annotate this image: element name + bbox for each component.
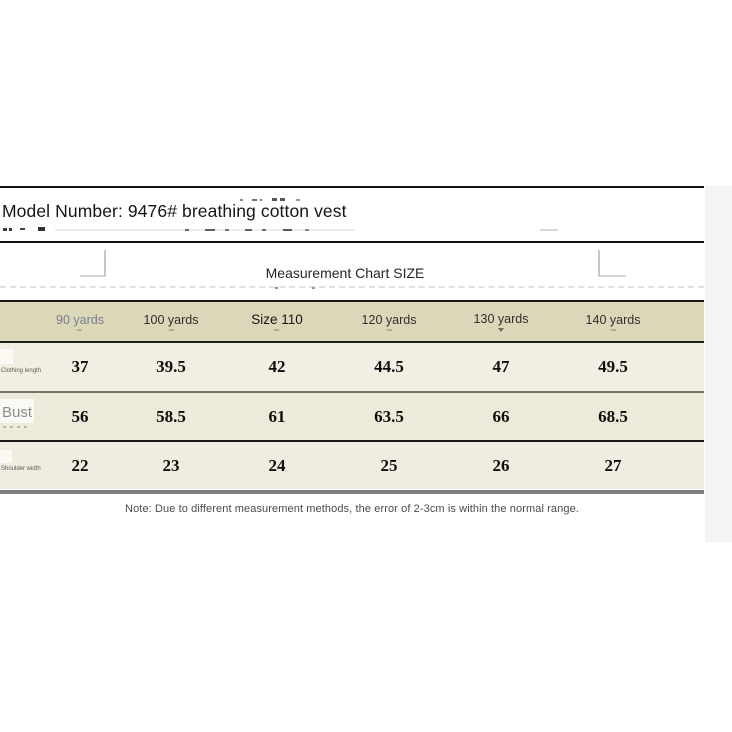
text-artifact xyxy=(252,199,257,201)
text-artifact xyxy=(9,228,12,231)
value-cell: 27 xyxy=(604,455,622,475)
text-artifact xyxy=(540,229,558,231)
product-title: Model Number: 9476# breathing cotton ves… xyxy=(2,201,347,221)
value-cell: 66 xyxy=(492,406,510,426)
size-chart-title: Measurement Chart SIZE xyxy=(265,265,425,281)
text-artifact xyxy=(10,426,13,428)
size-table-header-row: 90 yards 100 yards Size 110 120 yards 13… xyxy=(0,302,704,341)
table-row-shoulder-width: Shoulder width 22 23 24 25 26 27 xyxy=(0,440,704,489)
text-artifact xyxy=(17,426,20,428)
text-artifact xyxy=(312,287,315,289)
table-top-rule xyxy=(0,300,704,302)
text-artifact xyxy=(3,426,6,428)
faint-cropped-text-rule xyxy=(0,286,704,288)
text-artifact xyxy=(20,228,25,230)
value-cell: 24 xyxy=(268,455,286,475)
top-divider xyxy=(0,186,704,188)
column-header-90-yards: 90 yards xyxy=(30,302,130,341)
label-patch xyxy=(0,349,13,364)
row-label-cell: Shoulder width xyxy=(0,442,41,489)
product-title-block: Model Number: 9476# breathing cotton ves… xyxy=(0,188,704,241)
page-side-gutter xyxy=(705,186,732,542)
text-artifact xyxy=(296,199,300,201)
text-artifact xyxy=(38,227,45,231)
crop-corner-left-icon xyxy=(80,250,106,277)
text-artifact xyxy=(280,198,285,201)
text-artifact xyxy=(260,199,262,201)
value-cell: 26 xyxy=(492,455,510,475)
table-bottom-rule xyxy=(0,490,704,494)
row-label-cell: Bust xyxy=(0,393,34,440)
value-cell: 39.5 xyxy=(156,357,186,376)
table-row-bust: Bust 56 58.5 61 63.5 66 68.5 xyxy=(0,391,704,440)
header-spacer xyxy=(0,302,30,341)
text-artifact xyxy=(245,229,252,231)
value-cell: 68.5 xyxy=(598,406,628,426)
crop-corner-right-icon xyxy=(598,250,626,277)
value-cell: 23 xyxy=(162,455,180,475)
size-chart-header: Measurement Chart SIZE xyxy=(0,243,704,300)
text-artifact xyxy=(272,198,277,201)
column-header-140-yards: 140 yards xyxy=(566,302,660,341)
text-artifact xyxy=(185,229,189,231)
label-patch xyxy=(0,450,12,463)
value-cell: 44.5 xyxy=(374,357,404,376)
text-artifact xyxy=(262,229,266,231)
size-table: 90 yards 100 yards Size 110 120 yards 13… xyxy=(0,302,704,489)
value-cell: 47 xyxy=(492,357,510,376)
value-cell: 58.5 xyxy=(156,406,186,426)
value-cell: 37 xyxy=(71,357,89,376)
column-header-100-yards: 100 yards xyxy=(130,302,212,341)
column-header-120-yards: 120 yards xyxy=(342,302,436,341)
table-row-clothing-length: Clothing length 37 39.5 42 44.5 47 49.5 xyxy=(0,341,704,391)
text-artifact xyxy=(205,229,215,231)
column-header-size-110: Size 110 xyxy=(212,302,342,341)
row-label-cell: Clothing length xyxy=(0,343,41,391)
title-divider xyxy=(0,241,704,243)
value-cell: 49.5 xyxy=(598,357,628,376)
value-cell: 63.5 xyxy=(374,406,404,426)
measurement-note: Note: Due to different measurement metho… xyxy=(125,503,579,515)
value-cell: 22 xyxy=(71,455,89,475)
value-cell: 56 xyxy=(71,406,89,426)
column-header-130-yards: 130 yards xyxy=(436,302,566,341)
value-cell: 61 xyxy=(268,406,286,426)
text-artifact xyxy=(24,426,27,428)
value-cell: 25 xyxy=(380,455,398,475)
row-label: Clothing length xyxy=(1,368,42,374)
label-patch xyxy=(0,399,34,423)
value-cell: 42 xyxy=(268,357,286,376)
row-label: Bust xyxy=(2,404,33,421)
text-artifact xyxy=(283,229,292,231)
text-artifact xyxy=(275,287,278,289)
text-artifact xyxy=(305,229,309,231)
text-artifact xyxy=(3,228,7,231)
text-artifact xyxy=(240,199,243,201)
row-label: Shoulder width xyxy=(1,466,41,472)
text-artifact xyxy=(225,229,229,231)
